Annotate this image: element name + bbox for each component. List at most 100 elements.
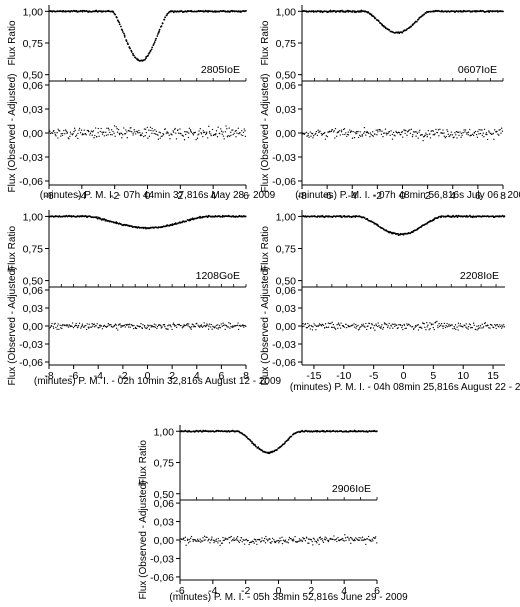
residual-point bbox=[348, 539, 350, 541]
residual-point bbox=[185, 324, 187, 327]
residual-points bbox=[48, 322, 247, 331]
residual-point bbox=[326, 135, 329, 138]
residual-point bbox=[431, 129, 433, 132]
residual-point bbox=[81, 323, 84, 325]
flux-point bbox=[352, 10, 354, 12]
residual-point bbox=[67, 326, 70, 328]
residual-point bbox=[159, 137, 161, 139]
residual-point bbox=[302, 536, 304, 539]
residual-point bbox=[242, 131, 245, 134]
residual-point bbox=[233, 325, 235, 327]
residual-point bbox=[85, 324, 87, 327]
residual-point bbox=[181, 327, 183, 329]
residual-point bbox=[221, 542, 224, 544]
residual-point bbox=[188, 539, 190, 541]
residual-point bbox=[329, 131, 331, 133]
residual-point bbox=[174, 127, 176, 130]
residual-point bbox=[377, 322, 379, 324]
residual-point bbox=[380, 327, 382, 329]
residual-point bbox=[287, 542, 289, 544]
flux-point bbox=[160, 25, 163, 27]
residual-point bbox=[187, 538, 189, 540]
residual-point bbox=[202, 537, 204, 539]
y-tick-label: 0,75 bbox=[23, 38, 44, 50]
x-tick-label: -4 bbox=[94, 370, 103, 382]
flux-point bbox=[132, 52, 134, 55]
flux-point bbox=[290, 435, 293, 438]
residual-point bbox=[416, 131, 418, 133]
y-tick-label: 0,00 bbox=[23, 128, 44, 140]
residual-point bbox=[307, 542, 309, 544]
residual-point bbox=[427, 129, 430, 132]
residual-point bbox=[89, 134, 91, 136]
residual-point bbox=[379, 129, 381, 131]
residual-point bbox=[367, 325, 369, 327]
residual-points bbox=[301, 126, 504, 142]
residual-points bbox=[179, 534, 378, 547]
residual-point bbox=[153, 132, 155, 135]
y-tick-label: 0,06 bbox=[23, 285, 44, 297]
flux-point bbox=[503, 215, 506, 218]
residual-point bbox=[186, 131, 189, 133]
residual-point bbox=[434, 133, 436, 135]
residual-point bbox=[88, 327, 90, 329]
residual-point bbox=[490, 132, 492, 135]
residual-point bbox=[146, 327, 148, 330]
y-tick-label: 0,50 bbox=[276, 70, 297, 82]
residual-point bbox=[403, 324, 406, 326]
residual-point bbox=[376, 129, 379, 131]
residual-point bbox=[307, 134, 309, 137]
residual-point bbox=[300, 539, 302, 541]
residual-point bbox=[301, 325, 304, 328]
residual-point bbox=[238, 541, 240, 544]
residual-point bbox=[465, 323, 467, 325]
residual-point bbox=[175, 138, 178, 140]
residual-point bbox=[167, 325, 169, 327]
flux-point bbox=[208, 214, 210, 217]
residual-point bbox=[81, 325, 83, 327]
residual-point bbox=[209, 323, 211, 325]
x-axis-caption: (minutes) P. M. I. - 07h 44min 37,816s M… bbox=[40, 190, 276, 201]
residual-point bbox=[473, 131, 476, 134]
residual-point bbox=[167, 328, 169, 330]
residual-point bbox=[125, 129, 127, 131]
x-tick-label: 2 bbox=[177, 190, 183, 202]
residual-points bbox=[301, 320, 506, 331]
residual-point bbox=[476, 329, 478, 331]
residual-point bbox=[48, 327, 50, 330]
x-tick-label: -4 bbox=[77, 190, 86, 202]
residual-point bbox=[253, 542, 255, 544]
flux-point bbox=[220, 215, 222, 218]
residual-point bbox=[344, 133, 346, 136]
x-tick-label: 0 bbox=[276, 585, 282, 597]
y-tick-label: 1,00 bbox=[23, 211, 44, 223]
residual-point bbox=[336, 132, 338, 134]
residual-point bbox=[404, 132, 406, 135]
residual-point bbox=[417, 137, 419, 139]
residual-point bbox=[337, 322, 340, 324]
residual-point bbox=[330, 130, 332, 133]
residual-point bbox=[355, 327, 357, 329]
residual-point bbox=[307, 322, 309, 325]
residual-point bbox=[427, 324, 429, 326]
x-tick-label: 0 bbox=[400, 190, 406, 202]
residual-point bbox=[392, 131, 395, 134]
residual-point bbox=[217, 537, 219, 540]
residual-point bbox=[121, 137, 123, 139]
y-axis-title-residual: Flux (Observed - Adjusted) bbox=[138, 481, 149, 600]
residual-point bbox=[477, 328, 479, 330]
residual-point bbox=[359, 326, 361, 329]
flux-point bbox=[428, 10, 430, 13]
flux-point bbox=[340, 216, 343, 219]
residual-point bbox=[185, 131, 187, 133]
residual-point bbox=[394, 325, 396, 328]
y-tick-label: -0,06 bbox=[272, 357, 296, 369]
residual-point bbox=[168, 324, 170, 326]
residual-point bbox=[415, 325, 417, 327]
residual-point bbox=[232, 129, 234, 131]
residual-point bbox=[208, 538, 210, 540]
residual-point bbox=[307, 132, 309, 135]
flux-point bbox=[455, 10, 458, 12]
flux-point bbox=[123, 32, 125, 35]
residual-point bbox=[185, 133, 187, 136]
